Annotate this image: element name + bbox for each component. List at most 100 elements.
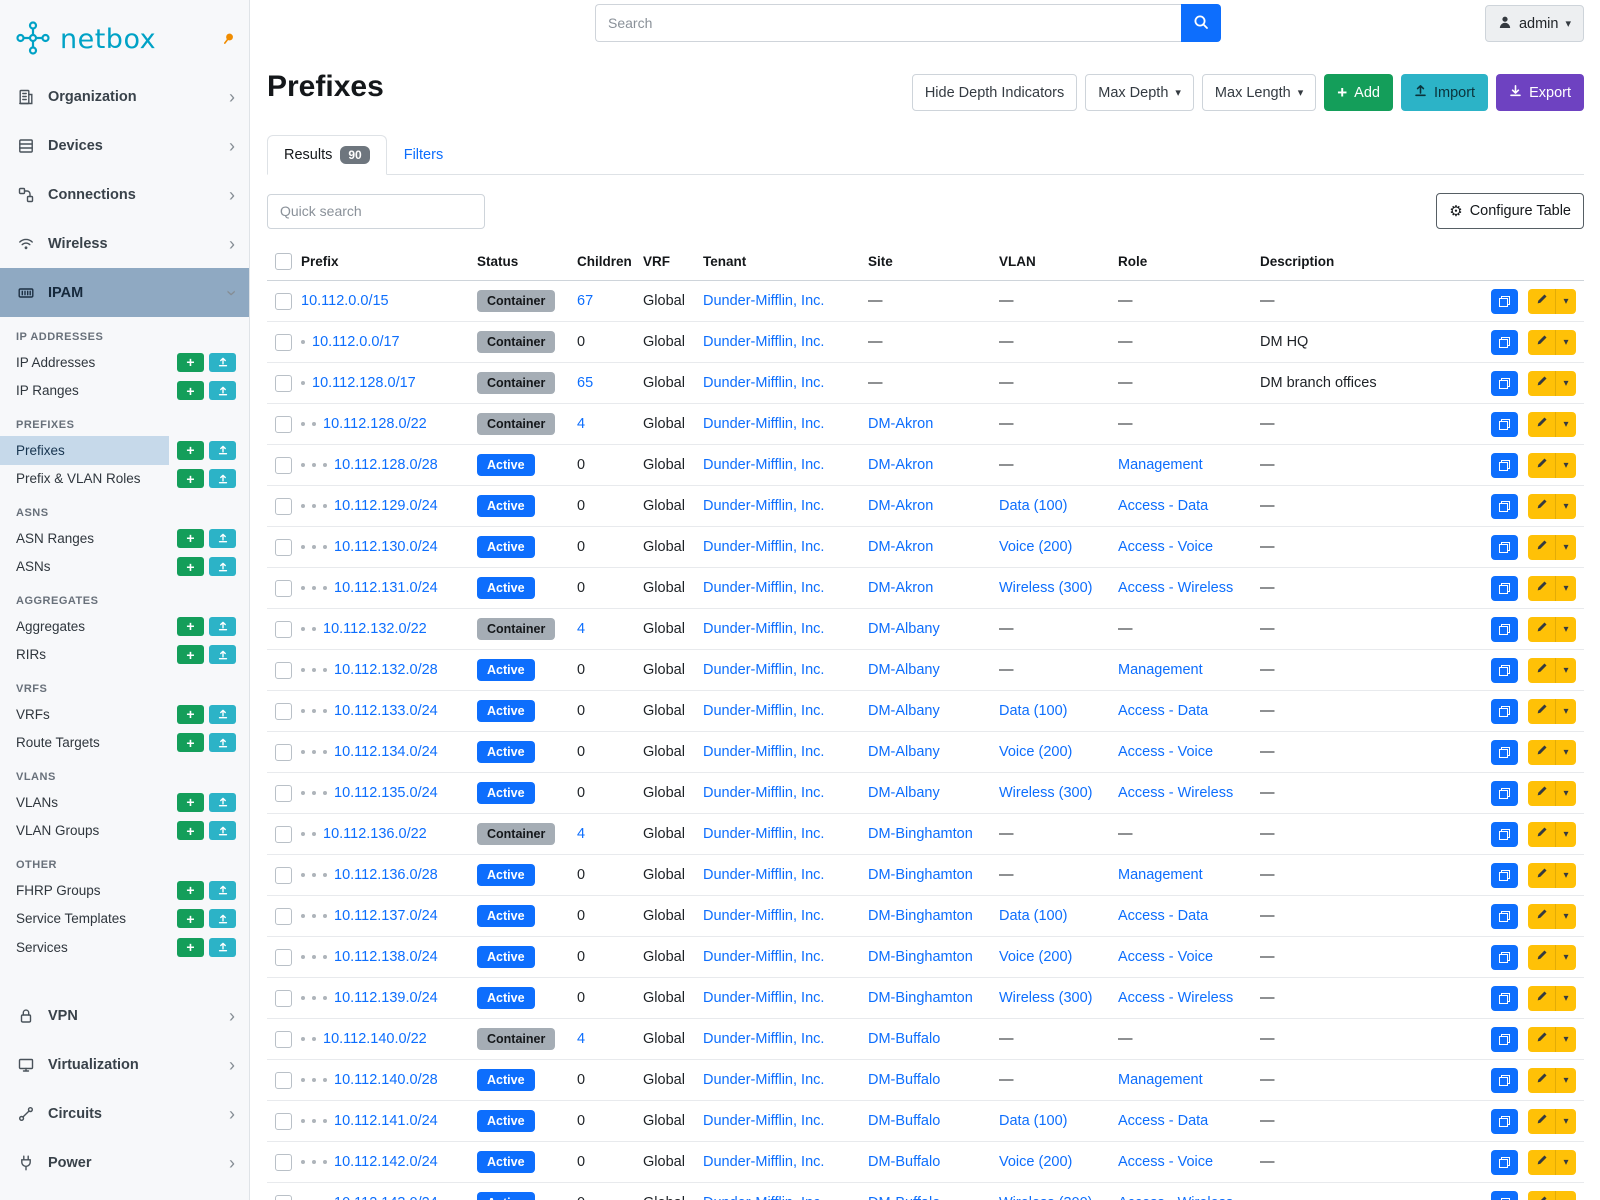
add-button[interactable]: +: [177, 880, 204, 900]
add-button[interactable]: +: [177, 469, 204, 489]
site-link[interactable]: DM-Albany: [868, 662, 940, 678]
sidebar-item-connections[interactable]: Connections ›: [0, 170, 249, 219]
netbox-logo-text[interactable]: netbox: [60, 23, 157, 55]
edit-button[interactable]: [1528, 1190, 1555, 1200]
role-link[interactable]: Access - Voice: [1118, 949, 1214, 965]
role-link[interactable]: Access - Wireless: [1118, 785, 1234, 801]
copy-button[interactable]: [1490, 288, 1518, 314]
import-button[interactable]: Import: [1400, 74, 1489, 111]
add-button[interactable]: +: [177, 352, 204, 372]
tenant-link[interactable]: Dunder-Mifflin, Inc.: [703, 826, 825, 842]
site-link[interactable]: DM-Binghamton: [868, 949, 973, 965]
site-link[interactable]: DM-Akron: [868, 498, 934, 514]
vlan-link[interactable]: Wireless (300): [999, 1195, 1092, 1200]
sidebar-item-vpn[interactable]: VPN ›: [0, 992, 249, 1041]
prefix-link[interactable]: 10.112.128.0/17: [312, 375, 416, 391]
children-count[interactable]: 4: [577, 621, 586, 637]
export-button[interactable]: Export: [1496, 74, 1584, 111]
role-link[interactable]: Access - Voice: [1118, 1154, 1214, 1170]
vlan-link[interactable]: Wireless (300): [999, 580, 1093, 596]
tenant-link[interactable]: Dunder-Mifflin, Inc.: [703, 867, 825, 883]
row-dropdown-button[interactable]: ▾: [1555, 1026, 1576, 1052]
row-checkbox[interactable]: [275, 702, 292, 720]
column-header-vlan[interactable]: VLAN: [991, 243, 1110, 281]
tenant-link[interactable]: Dunder-Mifflin, Inc.: [703, 539, 825, 555]
status-badge[interactable]: Active: [477, 494, 535, 518]
row-dropdown-button[interactable]: ▾: [1555, 821, 1576, 847]
add-button[interactable]: +: [177, 381, 204, 401]
status-badge[interactable]: Active: [477, 1068, 535, 1092]
status-badge[interactable]: Active: [477, 781, 535, 805]
prefix-link[interactable]: 10.112.140.0/28: [334, 1072, 438, 1088]
row-checkbox[interactable]: [275, 333, 292, 351]
role-link[interactable]: Management: [1118, 1072, 1203, 1088]
site-link[interactable]: DM-Albany: [868, 785, 940, 801]
sidebar-item-organization[interactable]: Organization ›: [0, 72, 249, 121]
import-button[interactable]: [209, 937, 236, 957]
add-button[interactable]: +: [177, 528, 204, 548]
edit-button[interactable]: [1528, 944, 1555, 970]
role-link[interactable]: Management: [1118, 457, 1203, 473]
tenant-link[interactable]: Dunder-Mifflin, Inc.: [703, 785, 825, 801]
tenant-link[interactable]: Dunder-Mifflin, Inc.: [703, 949, 825, 965]
row-checkbox[interactable]: [275, 1194, 292, 1200]
children-count[interactable]: 4: [577, 1031, 586, 1047]
copy-button[interactable]: [1490, 411, 1518, 437]
status-badge[interactable]: Active: [477, 699, 535, 723]
children-count[interactable]: 4: [577, 826, 586, 842]
tenant-link[interactable]: Dunder-Mifflin, Inc.: [703, 375, 825, 391]
add-button[interactable]: +: [177, 557, 204, 577]
status-badge[interactable]: Active: [477, 1109, 535, 1133]
hide-depth-indicators-button[interactable]: Hide Depth Indicators: [911, 74, 1078, 111]
search-input[interactable]: [595, 4, 1181, 42]
import-button[interactable]: [209, 528, 236, 548]
prefix-link[interactable]: 10.112.139.0/24: [334, 990, 438, 1006]
row-checkbox[interactable]: [275, 456, 292, 474]
site-link[interactable]: DM-Binghamton: [868, 867, 973, 883]
vlan-link[interactable]: Wireless (300): [999, 990, 1093, 1006]
import-button[interactable]: [209, 704, 236, 724]
row-dropdown-button[interactable]: ▾: [1555, 288, 1576, 314]
add-button[interactable]: +: [177, 792, 204, 812]
add-button[interactable]: +: [177, 909, 204, 929]
row-checkbox[interactable]: [275, 948, 292, 966]
children-count[interactable]: 65: [577, 375, 594, 391]
import-button[interactable]: [209, 616, 236, 636]
prefix-link[interactable]: 10.112.140.0/22: [323, 1031, 427, 1047]
row-checkbox[interactable]: [275, 1112, 292, 1130]
tenant-link[interactable]: Dunder-Mifflin, Inc.: [703, 293, 825, 309]
column-header-status[interactable]: Status: [469, 243, 569, 281]
status-badge[interactable]: Container: [477, 617, 556, 641]
column-header-tenant[interactable]: Tenant: [695, 243, 860, 281]
status-badge[interactable]: Active: [477, 1150, 535, 1174]
status-badge[interactable]: Container: [477, 371, 556, 395]
row-checkbox[interactable]: [275, 497, 292, 515]
site-link[interactable]: DM-Buffalo: [868, 1113, 941, 1129]
status-badge[interactable]: Active: [477, 576, 535, 600]
site-link[interactable]: DM-Buffalo: [868, 1154, 941, 1170]
copy-button[interactable]: [1490, 862, 1518, 888]
status-badge[interactable]: Active: [477, 535, 535, 559]
prefix-link[interactable]: 10.112.136.0/22: [323, 826, 427, 842]
status-badge[interactable]: Container: [477, 330, 556, 354]
copy-button[interactable]: [1490, 452, 1518, 478]
site-link[interactable]: DM-Buffalo: [868, 1072, 941, 1088]
row-dropdown-button[interactable]: ▾: [1555, 862, 1576, 888]
site-link[interactable]: DM-Binghamton: [868, 990, 973, 1006]
sidebar-subitem[interactable]: Aggregates +: [0, 612, 249, 641]
vlan-link[interactable]: Voice (200): [999, 744, 1073, 760]
vlan-link[interactable]: Data (100): [999, 498, 1068, 514]
site-link[interactable]: DM-Albany: [868, 744, 940, 760]
import-button[interactable]: [209, 381, 236, 401]
edit-button[interactable]: [1528, 985, 1555, 1011]
row-checkbox[interactable]: [275, 825, 292, 843]
column-header-prefix[interactable]: Prefix: [293, 243, 469, 281]
sidebar-subitem[interactable]: Prefixes +: [0, 436, 249, 465]
tenant-link[interactable]: Dunder-Mifflin, Inc.: [703, 1031, 825, 1047]
status-badge[interactable]: Container: [477, 289, 556, 313]
row-dropdown-button[interactable]: ▾: [1555, 1149, 1576, 1175]
copy-button[interactable]: [1490, 698, 1518, 724]
tenant-link[interactable]: Dunder-Mifflin, Inc.: [703, 703, 825, 719]
import-button[interactable]: [209, 733, 236, 753]
edit-button[interactable]: [1528, 411, 1555, 437]
